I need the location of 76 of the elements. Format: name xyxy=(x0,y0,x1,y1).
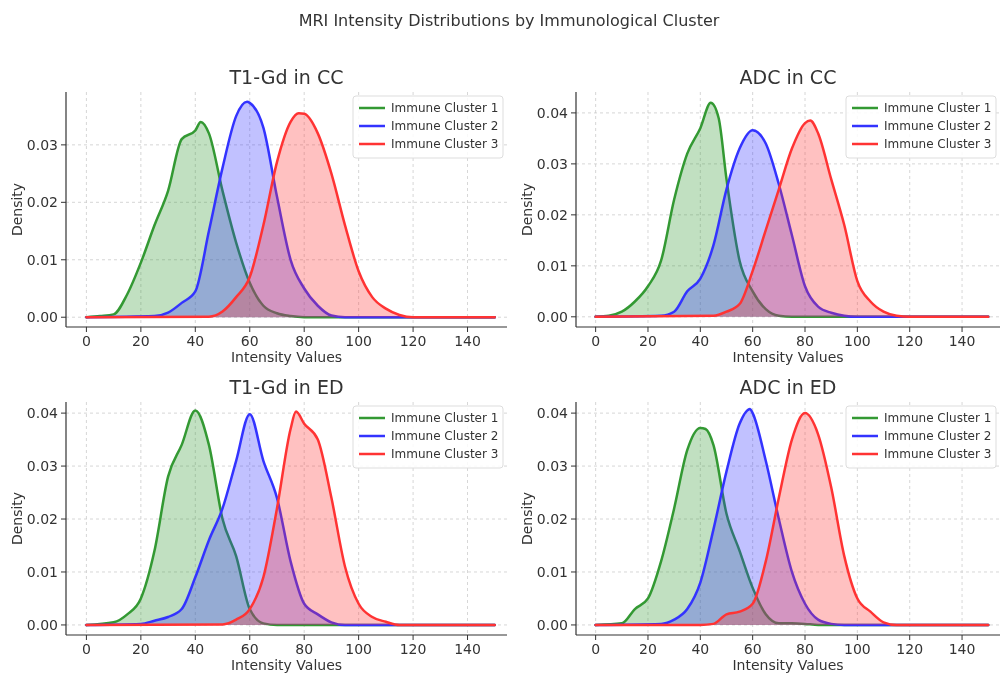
chart-title: ADC in CC xyxy=(739,66,837,88)
x-tick-label: 60 xyxy=(240,333,259,349)
x-tick-label: 120 xyxy=(896,641,924,657)
x-axis-title: Intensity Values xyxy=(732,657,844,673)
legend-label: Immune Cluster 2 xyxy=(884,429,992,444)
legend-label: Immune Cluster 1 xyxy=(391,101,499,116)
legend-label: Immune Cluster 2 xyxy=(391,429,499,444)
x-tick-label: 0 xyxy=(591,641,601,657)
x-axis-title: Intensity Values xyxy=(230,657,343,673)
y-axis-title: Density xyxy=(9,182,25,237)
x-tick-label: 120 xyxy=(896,333,924,349)
text: MRI Intensity Distributions by Immunological Cluster xyxy=(298,11,720,30)
y-tick-label: 0.04 xyxy=(26,405,59,422)
x-tick-label: 80 xyxy=(295,333,314,349)
x-tick-label: 60 xyxy=(240,641,259,657)
chart-title: T1-Gd in ED xyxy=(228,376,344,398)
y-tick-label: 0.00 xyxy=(536,308,568,325)
x-tick-label: 80 xyxy=(295,641,314,657)
y-tick-label: 0.03 xyxy=(26,457,58,474)
chart-title: ADC in ED xyxy=(739,376,837,398)
y-tick-label: 0.01 xyxy=(26,251,58,268)
x-tick-label: 100 xyxy=(843,333,871,349)
x-tick-label: 140 xyxy=(454,333,481,349)
y-axis-title: Density xyxy=(519,491,535,546)
y-tick-label: 0.04 xyxy=(536,104,569,121)
legend-label: Immune Cluster 3 xyxy=(884,447,992,462)
x-tick-label: 0 xyxy=(591,333,601,349)
x-tick-label: 20 xyxy=(131,333,150,349)
y-tick-label: 0.01 xyxy=(536,257,568,274)
x-axis-title: Intensity Values xyxy=(230,349,343,365)
y-tick-label: 0.03 xyxy=(536,457,568,474)
x-tick-label: 20 xyxy=(639,641,657,657)
legend-label: Immune Cluster 1 xyxy=(884,411,992,426)
x-tick-label: 80 xyxy=(796,641,814,657)
x-tick-label: 0 xyxy=(81,641,91,657)
legend-label: Immune Cluster 3 xyxy=(391,137,499,152)
legend-label: Immune Cluster 2 xyxy=(391,119,499,134)
y-tick-label: 0.02 xyxy=(536,510,568,527)
y-tick-label: 0.04 xyxy=(536,405,569,422)
x-tick-label: 0 xyxy=(81,333,91,349)
x-tick-label: 20 xyxy=(131,641,150,657)
x-axis-title: Intensity Values xyxy=(732,349,844,365)
y-tick-label: 0.02 xyxy=(26,194,58,211)
legend-label: Immune Cluster 1 xyxy=(884,101,992,116)
y-tick-label: 0.03 xyxy=(536,155,568,172)
y-axis-title: Density xyxy=(9,491,25,546)
x-tick-label: 40 xyxy=(186,333,205,349)
x-tick-label: 20 xyxy=(639,333,657,349)
y-tick-label: 0.03 xyxy=(26,136,58,153)
legend-label: Immune Cluster 1 xyxy=(391,411,499,426)
x-tick-label: 100 xyxy=(843,641,871,657)
x-tick-label: 120 xyxy=(399,641,427,657)
x-tick-label: 100 xyxy=(345,333,373,349)
y-tick-label: 0.00 xyxy=(536,616,568,633)
x-tick-label: 40 xyxy=(691,333,710,349)
x-tick-label: 140 xyxy=(948,641,976,657)
y-tick-label: 0.02 xyxy=(536,206,568,223)
y-axis-title: Density xyxy=(519,182,535,237)
y-tick-label: 0.01 xyxy=(536,563,568,580)
y-tick-label: 0.02 xyxy=(26,510,58,527)
x-tick-label: 60 xyxy=(743,641,762,657)
legend-label: Immune Cluster 3 xyxy=(884,137,992,152)
x-tick-label: 60 xyxy=(743,333,762,349)
legend-label: Immune Cluster 3 xyxy=(391,447,499,462)
y-tick-label: 0.00 xyxy=(26,616,58,633)
x-tick-label: 140 xyxy=(454,641,481,657)
y-tick-label: 0.01 xyxy=(26,563,58,580)
x-tick-label: 80 xyxy=(796,333,814,349)
y-tick-label: 0.00 xyxy=(26,309,58,326)
x-tick-label: 40 xyxy=(186,641,205,657)
legend-label: Immune Cluster 2 xyxy=(884,119,992,134)
x-tick-label: 40 xyxy=(691,641,710,657)
chart-title: T1-Gd in CC xyxy=(228,66,344,88)
x-tick-label: 120 xyxy=(399,333,427,349)
x-tick-label: 100 xyxy=(345,641,373,657)
x-tick-label: 140 xyxy=(948,333,976,349)
